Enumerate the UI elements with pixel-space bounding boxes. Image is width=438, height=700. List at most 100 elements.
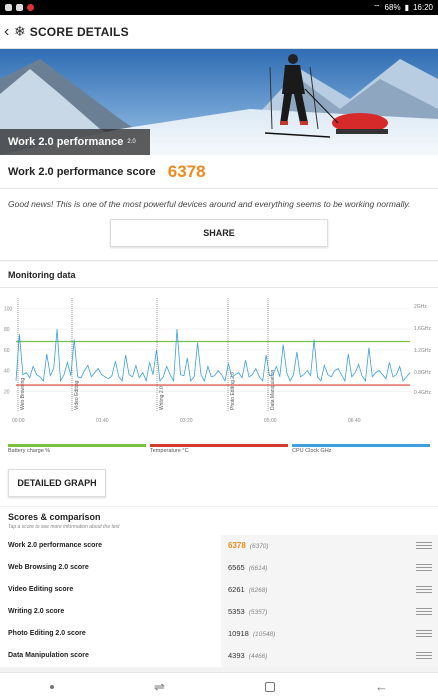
app-title: SCORE DETAILS bbox=[29, 24, 129, 39]
score-table-row[interactable]: Photo Editing 2.0 score 10918 (10548) bbox=[0, 623, 438, 645]
score-row-name: Video Editing score bbox=[8, 586, 74, 594]
monitoring-chart: 100 80 60 40 20 2GHz 1.6GHz 1.2GHz 0.8GHz 0.4GHz 0… bbox=[4, 298, 431, 424]
status-bar: ⌔ 68% ▮ 16:20 bbox=[0, 0, 438, 15]
app-bar: ‹ ❄ SCORE DETAILS bbox=[0, 15, 438, 49]
score-row-values: 6378 (6370) bbox=[221, 541, 416, 550]
score-table-row[interactable]: Data Manipulation score 4393 (4466) bbox=[0, 645, 438, 667]
back-icon[interactable]: ‹ bbox=[4, 22, 10, 40]
nav-dot-icon[interactable] bbox=[50, 684, 54, 689]
chart-y-left-tick: 80 bbox=[4, 327, 10, 333]
score-row-previous: (5357) bbox=[248, 609, 268, 617]
chart-x-tick: 06:40 bbox=[348, 418, 361, 424]
legend-battery-label: Battery charge % bbox=[8, 448, 51, 454]
score-row-previous: (6614) bbox=[248, 565, 268, 573]
chart-y-left-tick: 40 bbox=[4, 369, 10, 375]
score-row-name: Photo Editing 2.0 score bbox=[8, 630, 86, 638]
navigation-bar: ⇌ ← bbox=[0, 672, 438, 700]
score-row-value: 6261 bbox=[228, 585, 245, 595]
chart-x-tick: 01:40 bbox=[96, 418, 109, 424]
score-row-name: Work 2.0 performance score bbox=[8, 542, 103, 550]
score-row-value: 4393 bbox=[228, 651, 245, 661]
chart-segment-label: Video Editing bbox=[74, 380, 80, 410]
chart-segment-label: Data Manipulation bbox=[270, 369, 276, 410]
score-table-row[interactable]: Web Browsing 2.0 score 6565 (6614) bbox=[0, 557, 438, 579]
score-row-value-cell: 6378 (6370) bbox=[221, 535, 438, 557]
gallery-icon bbox=[5, 4, 12, 11]
chart-y-left-tick: 60 bbox=[4, 348, 10, 354]
legend-temperature-label: Temperature °C bbox=[150, 448, 189, 454]
score-table-row[interactable]: Writing 2.0 score 5353 (5357) bbox=[0, 601, 438, 623]
status-icons-right: ⌔ 68% ▮ 16:20 bbox=[373, 3, 433, 13]
result-message: Good news! This is one of the most power… bbox=[0, 189, 438, 219]
legend-cpu: CPU Clock GHz bbox=[292, 444, 430, 460]
menu-icon[interactable] bbox=[416, 586, 432, 594]
back-nav-icon[interactable]: ← bbox=[374, 679, 388, 694]
menu-icon[interactable] bbox=[416, 564, 432, 572]
photo-icon bbox=[16, 4, 23, 11]
scores-table: Work 2.0 performance score 6378 (6370) Web … bbox=[0, 535, 438, 667]
chart-y-right-tick: 2GHz bbox=[414, 304, 427, 310]
menu-icon[interactable] bbox=[416, 630, 432, 638]
clock: 16:20 bbox=[412, 3, 433, 12]
chart-y-left-tick: 20 bbox=[4, 389, 10, 395]
score-row-value-cell: 4393 (4466) bbox=[221, 645, 438, 667]
score-label: Work 2.0 performance score bbox=[8, 165, 156, 178]
score-row-value-cell: 5353 (5357) bbox=[221, 601, 438, 623]
score-row-name: Web Browsing 2.0 score bbox=[8, 564, 89, 572]
scores-title: Scores & comparison bbox=[8, 512, 101, 522]
score-row-previous: (6268) bbox=[248, 587, 268, 595]
hero-title: Work 2.0 performance bbox=[8, 136, 124, 148]
chart-legend: Battery charge % Temperature °C CPU Cloc… bbox=[0, 444, 438, 460]
share-button[interactable]: SHARE bbox=[110, 219, 328, 247]
chart-segment-label: Writing 2.0 bbox=[159, 386, 165, 410]
scores-subtitle: Tap a score to see more information abou… bbox=[8, 524, 120, 530]
score-row-value-cell: 10918 (10548) bbox=[221, 623, 438, 645]
score-value: 6378 bbox=[167, 161, 206, 181]
snowflake-logo-icon: ❄ bbox=[14, 23, 26, 39]
hero-caption: Work 2.0 performance 2.0 bbox=[0, 129, 150, 155]
chart-y-right-tick: 0.8GHz bbox=[414, 370, 431, 376]
score-table-row[interactable]: Work 2.0 performance score 6378 (6370) bbox=[0, 535, 438, 557]
score-row-values: 4393 (4466) bbox=[221, 651, 416, 660]
menu-icon[interactable] bbox=[416, 652, 432, 660]
legend-temperature: Temperature °C bbox=[150, 444, 288, 460]
chart-y-right-tick: 1.6GHz bbox=[414, 326, 431, 332]
score-table-row[interactable]: Video Editing score 6261 (6268) bbox=[0, 579, 438, 601]
battery-level: 68% bbox=[384, 3, 401, 12]
wifi-icon: ⌔ bbox=[373, 2, 381, 12]
chart-x-tick: 05:00 bbox=[264, 418, 277, 424]
chart-y-right-tick: 0.4GHz bbox=[414, 390, 431, 396]
score-row-value-cell: 6565 (6614) bbox=[221, 557, 438, 579]
legend-cpu-label: CPU Clock GHz bbox=[292, 448, 332, 454]
hero-version: 2.0 bbox=[127, 139, 136, 145]
notification-icon bbox=[27, 4, 34, 11]
menu-icon[interactable] bbox=[416, 608, 432, 616]
score-row-values: 6261 (6268) bbox=[221, 585, 416, 594]
score-row-value-cell: 6261 (6268) bbox=[221, 579, 438, 601]
battery-icon: ▮ bbox=[404, 3, 409, 12]
overall-score-row: Work 2.0 performance score 6378 bbox=[0, 155, 438, 189]
detailed-graph-button[interactable]: DETAILED GRAPH bbox=[8, 469, 106, 497]
chart-segment-label: Photo Editing 2.0 bbox=[230, 372, 236, 410]
score-row-previous: (10548) bbox=[252, 631, 276, 639]
menu-icon[interactable] bbox=[416, 542, 432, 550]
score-row-values: 6565 (6614) bbox=[221, 563, 416, 572]
monitoring-graph: 100 80 60 40 20 2GHz 1.6GHz 1.2GHz 0.8GHz 0.4GHz 0… bbox=[0, 288, 438, 444]
chart-x-tick: 03:20 bbox=[180, 418, 193, 424]
score-row-previous: (4466) bbox=[248, 653, 268, 661]
home-icon[interactable] bbox=[264, 681, 275, 692]
legend-battery: Battery charge % bbox=[8, 444, 146, 460]
score-row-value: 6378 bbox=[228, 541, 246, 551]
chart-y-right-tick: 1.2GHz bbox=[414, 348, 431, 354]
score-row-value: 6565 bbox=[228, 563, 245, 573]
score-row-name: Data Manipulation score bbox=[8, 652, 89, 660]
score-row-value: 10918 bbox=[228, 629, 249, 639]
chart-y-left-tick: 100 bbox=[4, 306, 13, 312]
monitoring-title: Monitoring data bbox=[0, 262, 438, 288]
detailed-graph-section: DETAILED GRAPH bbox=[0, 460, 438, 506]
score-row-name: Writing 2.0 score bbox=[8, 608, 65, 616]
chart-x-tick: 00:00 bbox=[12, 418, 25, 424]
status-icons-left bbox=[5, 4, 34, 11]
score-row-values: 5353 (5357) bbox=[221, 607, 416, 616]
recent-apps-icon[interactable]: ⇌ bbox=[154, 678, 165, 694]
